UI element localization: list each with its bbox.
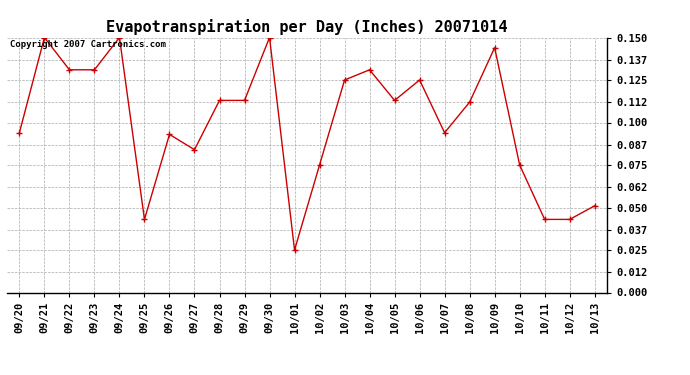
Text: Copyright 2007 Cartronics.com: Copyright 2007 Cartronics.com <box>10 40 166 49</box>
Title: Evapotranspiration per Day (Inches) 20071014: Evapotranspiration per Day (Inches) 2007… <box>106 19 508 35</box>
